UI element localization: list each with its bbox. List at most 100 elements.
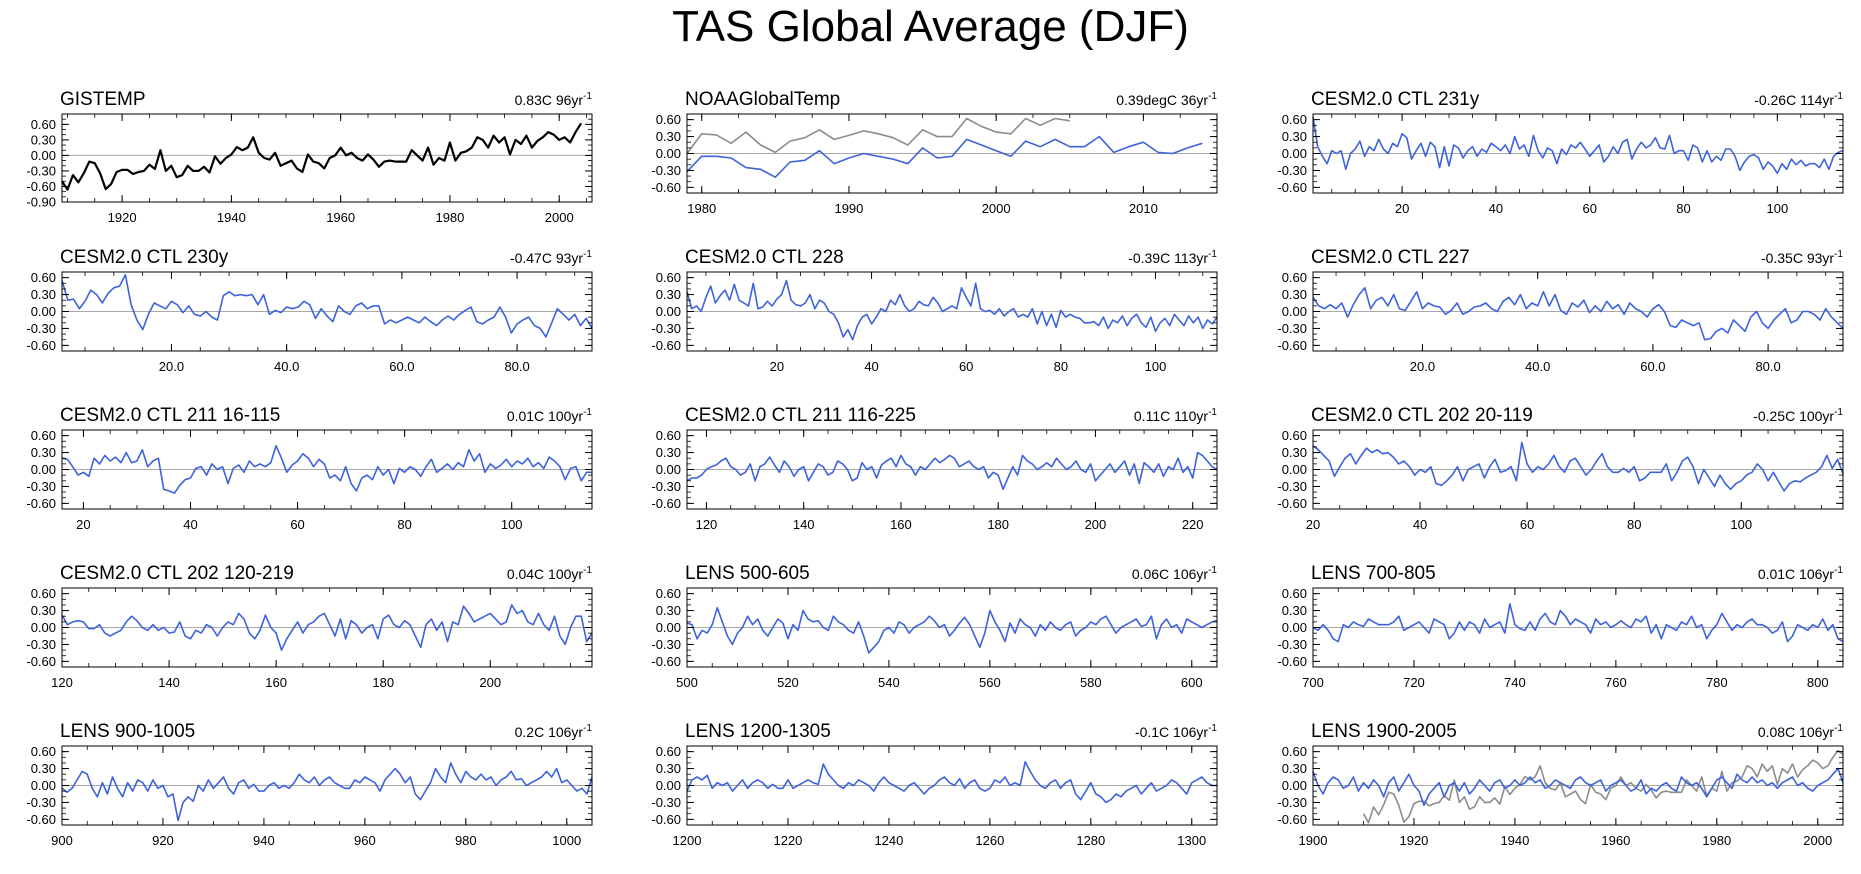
- panel-12-ytick-label: 0.30: [1282, 603, 1307, 618]
- panel-8-xtick-label: 220: [1182, 517, 1204, 532]
- panel-1-ytick-label: -0.90: [26, 195, 56, 210]
- panel-13-trend-stat: 0.2C 106yr-1: [515, 723, 593, 740]
- panel-14-ytick-label: 0.60: [656, 744, 681, 759]
- panel-8-trend-stat: 0.11C 110yr-1: [1134, 407, 1218, 424]
- panel-5-xtick-label: 60: [959, 359, 973, 374]
- panel-15-xtick-label: 2000: [1803, 833, 1832, 848]
- panel-15-series-model: [1313, 769, 1843, 806]
- panel-4-series-model: [62, 275, 592, 337]
- panel-10-ytick-label: -0.30: [26, 637, 56, 652]
- panel-15-ytick-label: -0.30: [1277, 795, 1307, 810]
- panel-12-ytick-label: -0.30: [1277, 637, 1307, 652]
- panel-8-title: CESM2.0 CTL 211 116-225: [685, 405, 916, 426]
- panel-5-ytick-label: 0.00: [656, 304, 681, 319]
- panel-8-ytick-label: -0.30: [651, 479, 681, 494]
- panel-9-xtick-label: 80: [1627, 517, 1641, 532]
- panel-6-xtick-label: 20.0: [1410, 359, 1435, 374]
- panel-3-ytick-label: -0.30: [1277, 163, 1307, 178]
- panel-1-xtick-label: 1940: [217, 210, 246, 225]
- panel-15-title: LENS 1900-2005: [1311, 721, 1457, 742]
- panel-12-title: LENS 700-805: [1311, 563, 1436, 584]
- panel-3-xtick-label: 80: [1676, 201, 1690, 216]
- panel-5-ytick-label: 0.60: [656, 270, 681, 285]
- panel-6-ytick-label: 0.60: [1282, 270, 1307, 285]
- panel-1-trend-stat: 0.83C 96yr-1: [515, 91, 593, 108]
- panel-15-xtick-label: 1920: [1399, 833, 1428, 848]
- panel-13-ytick-label: 0.30: [31, 761, 56, 776]
- panel-13-xtick-label: 960: [354, 833, 376, 848]
- panel-13-xtick-label: 920: [152, 833, 174, 848]
- panel-5-xtick-label: 80: [1054, 359, 1068, 374]
- panel-1-xtick-label: 1920: [108, 210, 137, 225]
- panel-12-xtick-label: 800: [1807, 675, 1829, 690]
- panel-15-ytick-label: 0.60: [1282, 744, 1307, 759]
- panel-3-xtick-label: 40: [1489, 201, 1503, 216]
- panel-14-xtick-label: 1200: [673, 833, 702, 848]
- panel-3-xtick-label: 100: [1766, 201, 1788, 216]
- panel-10-ytick-label: 0.60: [31, 586, 56, 601]
- panel-1-ytick-label: 0.60: [31, 117, 56, 132]
- panel-2-ytick-label: -0.30: [651, 163, 681, 178]
- panel-6-ytick-label: 0.30: [1282, 287, 1307, 302]
- panel-2-series-observations: [687, 119, 1070, 154]
- panel-1-ytick-label: -0.30: [26, 163, 56, 178]
- panel-9-series-model: [1313, 442, 1843, 491]
- panel-15-xtick-label: 1960: [1601, 833, 1630, 848]
- panel-12-ytick-label: 0.60: [1282, 586, 1307, 601]
- panel-14-series-model: [687, 762, 1217, 803]
- panel-8-ytick-label: 0.00: [656, 462, 681, 477]
- panel-9-xtick-label: 40: [1413, 517, 1427, 532]
- panel-14-xtick-label: 1300: [1177, 833, 1206, 848]
- panel-3-title: CESM2.0 CTL 231y: [1311, 89, 1480, 110]
- panel-2-series-model: [687, 137, 1202, 178]
- panel-3-ytick-label: 0.00: [1282, 146, 1307, 161]
- panel-15-xtick-label: 1980: [1702, 833, 1731, 848]
- panel-15-ytick-label: -0.60: [1277, 812, 1307, 827]
- panel-2-trend-stat: 0.39degC 36yr-1: [1116, 91, 1217, 108]
- panel-6-title: CESM2.0 CTL 227: [1311, 247, 1470, 268]
- panel-11-xtick-label: 560: [979, 675, 1001, 690]
- panel-13-xtick-label: 1000: [552, 833, 581, 848]
- panel-6-xtick-label: 80.0: [1755, 359, 1780, 374]
- panel-2-xtick-label: 1980: [687, 201, 716, 216]
- panel-3-xtick-label: 60: [1582, 201, 1596, 216]
- panel-13-ytick-label: -0.30: [26, 795, 56, 810]
- panel-8-xtick-label: 200: [1085, 517, 1107, 532]
- panel-7-xtick-label: 60: [290, 517, 304, 532]
- panel-5-ytick-label: -0.30: [651, 321, 681, 336]
- panel-12-xtick-label: 720: [1403, 675, 1425, 690]
- panel-7-xtick-label: 40: [183, 517, 197, 532]
- panel-2-ytick-label: 0.30: [656, 129, 681, 144]
- panel-6-trend-stat: -0.35C 93yr-1: [1761, 249, 1843, 266]
- panel-10-xtick-label: 180: [372, 675, 394, 690]
- panel-3-series-model: [1313, 117, 1843, 174]
- panel-13-ytick-label: -0.60: [26, 812, 56, 827]
- panel-1-ytick-label: 0.30: [31, 132, 56, 147]
- panel-2-xtick-label: 2010: [1129, 201, 1158, 216]
- panel-1-frame: [62, 114, 592, 202]
- panel-10-xtick-label: 160: [265, 675, 287, 690]
- panel-7-ytick-label: -0.60: [26, 496, 56, 511]
- panel-10-xtick-label: 120: [51, 675, 73, 690]
- panel-6-ytick-label: -0.30: [1277, 321, 1307, 336]
- panel-8-xtick-label: 160: [890, 517, 912, 532]
- panel-6-series-model: [1313, 288, 1843, 340]
- panel-8-xtick-label: 120: [696, 517, 718, 532]
- panel-3-xtick-label: 20: [1395, 201, 1409, 216]
- chart-panels: GISTEMP 0.83C 96yr-1-0.90-0.60-0.300.000.…: [0, 0, 1861, 874]
- panel-15-xtick-label: 1900: [1299, 833, 1328, 848]
- panel-11-xtick-label: 500: [676, 675, 698, 690]
- panel-1-series-gistemp: [62, 123, 581, 189]
- panel-11-ytick-label: 0.30: [656, 603, 681, 618]
- panel-4-trend-stat: -0.47C 93yr-1: [510, 249, 592, 266]
- panel-6-xtick-label: 40.0: [1525, 359, 1550, 374]
- panel-15-ytick-label: 0.00: [1282, 778, 1307, 793]
- panel-7-xtick-label: 20: [76, 517, 90, 532]
- panel-11-title: LENS 500-605: [685, 563, 810, 584]
- panel-5-title: CESM2.0 CTL 228: [685, 247, 844, 268]
- panel-9-title: CESM2.0 CTL 202 20-119: [1311, 405, 1533, 426]
- panel-2-title: NOAAGlobalTemp: [685, 89, 840, 110]
- panel-1-ytick-label: -0.60: [26, 179, 56, 194]
- panel-1-ytick-label: 0.00: [31, 148, 56, 163]
- panel-9-trend-stat: -0.25C 100yr-1: [1753, 407, 1843, 424]
